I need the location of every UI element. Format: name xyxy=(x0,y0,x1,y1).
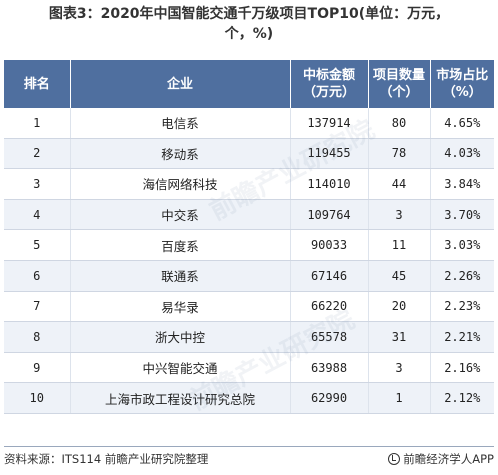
company-cell: 海信网络科技 xyxy=(70,168,291,200)
market-share-cell: 2.12% xyxy=(430,382,494,414)
bid-amount-cell: 65578 xyxy=(290,321,369,353)
bid-amount-cell: 67146 xyxy=(290,260,369,292)
title-line-1: 图表3：2020年中国智能交通千万级项目TOP10(单位：万元， xyxy=(48,6,450,22)
header-rank: 排名 xyxy=(4,60,71,108)
rank-cell: 1 xyxy=(4,108,71,139)
project-count-cell: 11 xyxy=(368,229,431,261)
company-cell: 易华录 xyxy=(70,291,291,323)
table-row: 10 上海市政工程设计研究总院 62990 1 2.12% xyxy=(4,382,494,414)
bid-amount-cell: 114010 xyxy=(290,168,369,200)
brand-logo-icon xyxy=(388,453,401,465)
bid-amount-cell: 119455 xyxy=(290,138,369,170)
header-market-share: 市场占比 （%） xyxy=(430,60,494,108)
title-line-2: 个，%) xyxy=(224,26,274,42)
market-share-cell: 2.23% xyxy=(430,291,494,323)
company-cell: 联通系 xyxy=(70,260,291,292)
bid-amount-cell: 109764 xyxy=(290,199,369,231)
rank-cell: 9 xyxy=(4,352,71,384)
company-cell: 中交系 xyxy=(70,199,291,231)
rank-cell: 4 xyxy=(4,199,71,231)
bid-amount-cell: 62990 xyxy=(290,382,369,414)
project-count-cell: 80 xyxy=(368,108,431,139)
table-row: 9 中兴智能交通 63988 3 2.16% xyxy=(4,352,494,384)
rank-cell: 8 xyxy=(4,321,71,353)
company-cell: 电信系 xyxy=(70,108,291,139)
rank-cell: 5 xyxy=(4,229,71,261)
rank-cell: 10 xyxy=(4,382,71,414)
bid-amount-cell: 137914 xyxy=(290,108,369,139)
header-bid-amount: 中标金额 （万元） xyxy=(290,60,369,108)
market-share-cell: 2.21% xyxy=(430,321,494,353)
chart-title: 图表3：2020年中国智能交通千万级项目TOP10(单位：万元， 个，%) xyxy=(4,4,494,44)
market-share-cell: 4.65% xyxy=(430,108,494,139)
project-count-cell: 3 xyxy=(368,352,431,384)
project-count-cell: 1 xyxy=(368,382,431,414)
market-share-cell: 3.03% xyxy=(430,229,494,261)
company-cell: 上海市政工程设计研究总院 xyxy=(70,382,291,414)
table-header-row: 排名 企业 中标金额 （万元） 项目数量 （个） 市场占比 （%） xyxy=(4,60,494,108)
table-row: 6 联通系 67146 45 2.26% xyxy=(4,260,494,292)
market-share-cell: 3.84% xyxy=(430,168,494,200)
market-share-cell: 2.26% xyxy=(430,260,494,292)
table-row: 4 中交系 109764 3 3.70% xyxy=(4,199,494,231)
company-cell: 移动系 xyxy=(70,138,291,170)
rank-cell: 6 xyxy=(4,260,71,292)
brand-text: 前瞻经济学人APP xyxy=(403,452,494,466)
table-row: 8 浙大中控 65578 31 2.21% xyxy=(4,321,494,353)
company-cell: 百度系 xyxy=(70,229,291,261)
market-share-cell: 3.70% xyxy=(430,199,494,231)
table-row: 2 移动系 119455 78 4.03% xyxy=(4,138,494,170)
bid-amount-cell: 63988 xyxy=(290,352,369,384)
table-row: 7 易华录 66220 20 2.23% xyxy=(4,291,494,323)
header-company: 企业 xyxy=(70,60,291,108)
table-row: 1 电信系 137914 80 4.65% xyxy=(4,108,494,139)
project-count-cell: 31 xyxy=(368,321,431,353)
company-cell: 中兴智能交通 xyxy=(70,352,291,384)
project-count-cell: 44 xyxy=(368,168,431,200)
brand-label: 前瞻经济学人APP xyxy=(388,447,494,471)
rank-cell: 2 xyxy=(4,138,71,170)
header-project-count: 项目数量 （个） xyxy=(368,60,431,108)
rank-cell: 7 xyxy=(4,291,71,323)
source-note: 资料来源：ITS114 前瞻产业研究院整理 xyxy=(4,452,209,466)
rank-cell: 3 xyxy=(4,168,71,200)
table-row: 5 百度系 90033 11 3.03% xyxy=(4,229,494,261)
footer: 资料来源：ITS114 前瞻产业研究院整理 前瞻经济学人APP xyxy=(4,446,494,471)
bid-amount-cell: 90033 xyxy=(290,229,369,261)
bid-amount-cell: 66220 xyxy=(290,291,369,323)
project-count-cell: 3 xyxy=(368,199,431,231)
table-row: 3 海信网络科技 114010 44 3.84% xyxy=(4,168,494,200)
project-count-cell: 78 xyxy=(368,138,431,170)
ranking-table: 排名 企业 中标金额 （万元） 项目数量 （个） 市场占比 （%） 1 电信系 13791… xyxy=(4,60,494,414)
project-count-cell: 45 xyxy=(368,260,431,292)
market-share-cell: 4.03% xyxy=(430,138,494,170)
company-cell: 浙大中控 xyxy=(70,321,291,353)
project-count-cell: 20 xyxy=(368,291,431,323)
table-body: 1 电信系 137914 80 4.65% 2 移动系 119455 78 4.03% 3 海信网络科… xyxy=(4,108,494,414)
market-share-cell: 2.16% xyxy=(430,352,494,384)
